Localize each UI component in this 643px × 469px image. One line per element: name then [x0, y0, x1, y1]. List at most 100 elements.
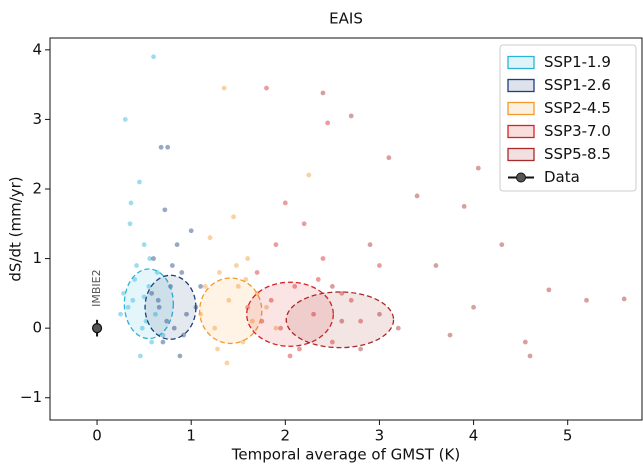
y-tick-label: −1: [20, 388, 42, 406]
confidence-ellipse: [199, 277, 263, 345]
scatter-point: [181, 332, 187, 338]
confidence-ellipse: [144, 274, 197, 340]
scatter-point: [245, 256, 251, 261]
scatter-point: [301, 221, 307, 227]
legend-swatch: [507, 55, 535, 70]
scatter-point: [125, 304, 131, 310]
scatter-point: [151, 256, 156, 261]
scatter-point: [268, 297, 274, 303]
scatter-point: [292, 284, 298, 289]
scatter-point: [118, 311, 123, 317]
scatter-point: [224, 360, 230, 366]
scatter-point: [174, 242, 180, 248]
scatter-point: [122, 117, 128, 122]
x-tick-label: 2: [281, 427, 291, 445]
scatter-point: [121, 290, 126, 296]
scatter-point: [325, 120, 331, 126]
legend-label: SSP1-2.6: [544, 76, 611, 94]
x-tick-label: 1: [186, 427, 196, 445]
scatter-point: [339, 290, 345, 296]
scatter-point: [471, 304, 476, 310]
scatter-point: [447, 332, 453, 338]
legend-swatch: [507, 78, 535, 93]
y-axis-label: dS/dt (mm/yr): [7, 176, 25, 281]
scatter-point: [243, 277, 249, 282]
scatter-point: [348, 297, 354, 303]
scatter-point: [177, 353, 183, 359]
legend-label: SSP3-7.0: [544, 122, 611, 140]
scatter-point: [132, 277, 138, 282]
scatter-point: [522, 339, 528, 345]
scatter-point: [282, 200, 288, 206]
scatter-point: [184, 311, 189, 317]
scatter-point: [160, 339, 166, 345]
scatter-point: [386, 155, 392, 161]
legend-marker: [516, 172, 526, 183]
scatter-point: [377, 263, 382, 268]
scatter-point: [461, 203, 467, 209]
scatter-point: [475, 165, 481, 171]
scatter-point: [153, 311, 158, 317]
scatter-point: [329, 339, 335, 345]
scatter-point: [179, 270, 185, 275]
scatter-point: [329, 284, 335, 289]
scatter-point: [128, 200, 134, 206]
scatter-point: [134, 263, 139, 268]
scatter-point: [245, 304, 251, 310]
x-tick-label: 5: [563, 427, 573, 445]
scatter-point: [221, 85, 227, 91]
scatter-point: [233, 263, 239, 268]
scatter-point: [377, 311, 382, 317]
scatter-point: [141, 242, 147, 248]
scatter-point: [339, 318, 345, 324]
scatter-point: [171, 325, 177, 331]
scatter-point: [546, 287, 552, 293]
legend-swatch: [507, 124, 535, 139]
data-point: [91, 323, 103, 334]
scatter-point: [395, 325, 401, 331]
scatter-point: [207, 235, 213, 241]
scatter-point: [215, 346, 220, 352]
legend-swatch: [507, 147, 535, 162]
scatter-point: [231, 214, 236, 220]
scatter-point: [249, 318, 255, 324]
scatter-point: [367, 242, 373, 248]
scatter-point: [169, 263, 175, 268]
scatter-point: [254, 270, 260, 275]
scatter-point: [164, 318, 170, 324]
scatter-point: [149, 339, 155, 345]
scatter-point: [127, 221, 133, 227]
scatter-point: [297, 346, 302, 352]
scatter-point: [320, 90, 326, 96]
scatter-point: [202, 284, 208, 289]
confidence-ellipse: [123, 268, 174, 340]
scatter-point: [162, 207, 168, 213]
scatter-point: [147, 256, 153, 261]
scatter-point: [499, 242, 505, 248]
scatter-point: [158, 144, 164, 150]
scatter-point: [278, 325, 284, 331]
y-tick-label: 0: [32, 319, 42, 337]
x-tick-label: 4: [469, 427, 479, 445]
scatter-point: [433, 263, 439, 268]
scatter-point: [235, 284, 241, 289]
plot-frame: [49, 37, 643, 421]
scatter-point: [156, 304, 162, 310]
scatter-point: [273, 242, 279, 248]
scatter-point: [311, 311, 316, 317]
confidence-ellipse: [285, 291, 395, 349]
legend-label: SSP5-8.5: [544, 145, 611, 163]
scatter-point: [149, 290, 155, 296]
scatter-point: [358, 318, 364, 324]
scatter-point: [414, 193, 420, 199]
scatter-point: [151, 54, 156, 60]
scatter-point: [165, 144, 171, 150]
scatter-point: [358, 346, 364, 352]
scatter-point: [273, 325, 279, 331]
scatter-point: [217, 270, 222, 275]
scatter-point: [198, 284, 204, 289]
x-axis-label: Temporal average of GMST (K): [231, 446, 460, 464]
scatter-point: [137, 353, 143, 359]
scatter-point: [188, 228, 194, 234]
